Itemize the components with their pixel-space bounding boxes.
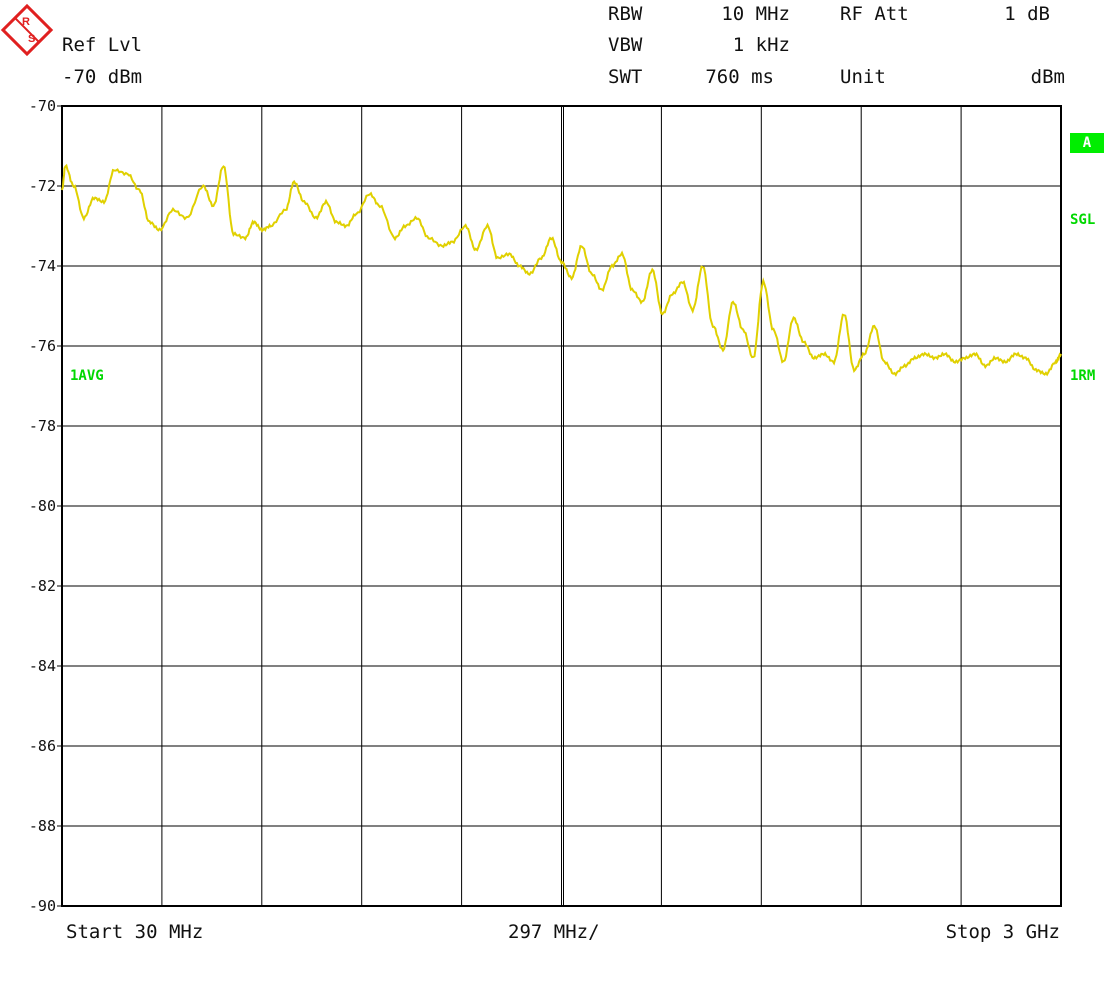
plot-frame [61,105,1062,907]
single-sweep-label: SGL [1070,212,1096,228]
rf-att-value: 1 dB [1004,3,1050,25]
y-tick-label: -88 [28,817,56,835]
unit-value: dBm [1030,66,1065,88]
swt-value: 760 ms [705,66,774,88]
y-tick-label: -82 [28,577,56,595]
y-tick-label: -76 [28,337,56,355]
rbw-label: RBW [608,3,643,25]
span-per-division: 297 MHz/ [508,921,600,943]
vbw-label: VBW [608,34,643,56]
ref-level-value: -70 dBm [62,66,143,88]
average-label: 1AVG [70,368,104,384]
ref-level-label: Ref Lvl [62,34,143,56]
y-tick-label: -86 [28,737,56,755]
svg-text:R: R [22,16,30,28]
rms-detector-label: 1RM [1070,368,1096,384]
svg-text:S: S [28,33,35,45]
y-tick-label: -70 [28,97,56,115]
y-tick-label: -84 [28,657,56,675]
y-tick-label: -80 [28,497,56,515]
plot-border [61,105,1062,907]
grid [57,105,1061,907]
y-tick-label: -72 [28,177,56,195]
rohde-schwarz-logo: R S [0,3,54,57]
rbw-value: 10 MHz [721,3,790,25]
start-frequency: Start 30 MHz [66,921,204,943]
stop-frequency: Stop 3 GHz [945,921,1060,943]
vbw-value: 1 kHz [732,34,790,56]
trace-a-badge: A [1070,133,1104,153]
rf-att-label: RF Att [840,3,909,25]
y-tick-label: -74 [28,257,56,275]
swt-label: SWT [608,66,643,88]
y-tick-label: -90 [28,897,56,915]
trace-line [61,163,1062,377]
y-tick-label: -78 [28,417,56,435]
unit-label: Unit [840,66,886,88]
